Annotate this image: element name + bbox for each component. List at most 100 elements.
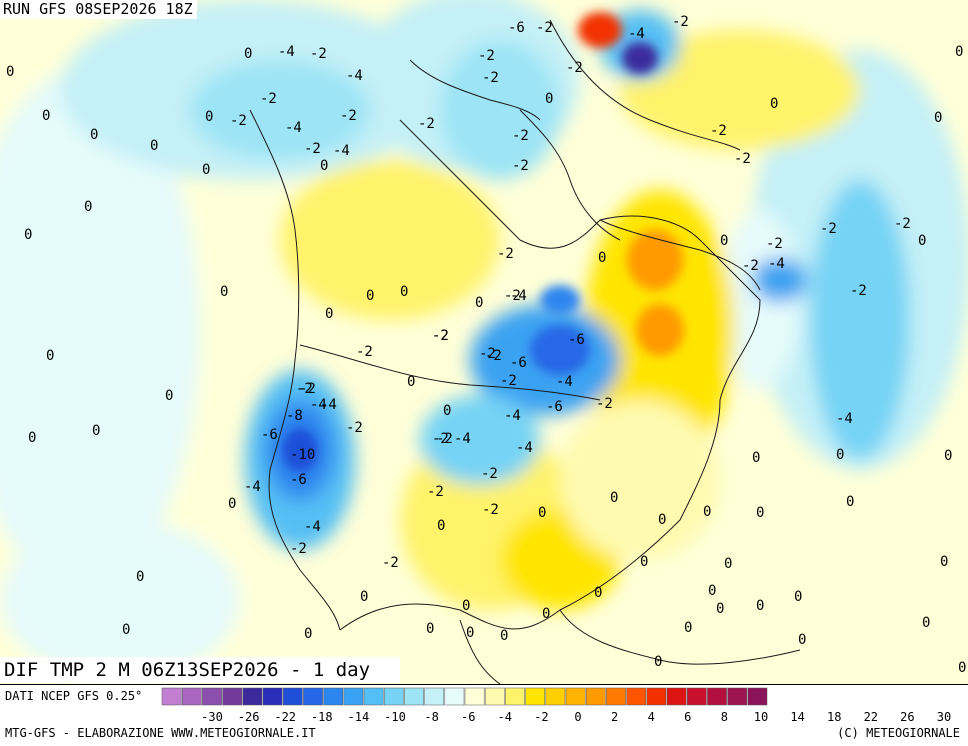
contour-label: -2 xyxy=(482,70,499,86)
legend-label: -4 xyxy=(498,710,512,724)
contour-label: -4 xyxy=(285,120,302,136)
contour-label: -4 xyxy=(346,68,363,84)
contour-label: 0 xyxy=(770,96,778,112)
legend-label: -10 xyxy=(384,710,406,724)
legend-label: -18 xyxy=(311,710,333,724)
contour-label: -2 xyxy=(290,541,307,557)
contour-label: 0 xyxy=(6,64,14,80)
contour-label: 0 xyxy=(716,601,724,617)
contour-label: 0 xyxy=(437,518,445,534)
contour-label: -2 xyxy=(296,381,313,397)
legend-swatch xyxy=(222,687,243,706)
credit-left: MTG-GFS - ELABORAZIONE WWW.METEOGIORNALE… xyxy=(5,726,316,740)
contour-label: -2 xyxy=(304,141,321,157)
contour-label: 0 xyxy=(720,233,728,249)
contour-label: -2 xyxy=(346,420,363,436)
legend-swatch xyxy=(686,687,707,706)
legend-label: 10 xyxy=(754,710,768,724)
contour-label: -4 xyxy=(628,26,645,42)
footer: -30 -26 -22 -18 -14 -10 -8 -6 -4 -2 0 2 4 6 8 10 14 18 22 2… xyxy=(0,684,968,746)
contour-label: -2 xyxy=(356,344,373,360)
contour-label: 0 xyxy=(426,621,434,637)
legend-swatch xyxy=(707,687,727,706)
contour-label: 0 xyxy=(846,494,854,510)
contour-label: -2 xyxy=(766,236,783,252)
contour-label: -2 xyxy=(481,466,498,482)
contour-label: -2 xyxy=(894,216,911,232)
contour-label: 0 xyxy=(940,554,948,570)
contour-label: -2 xyxy=(478,48,495,64)
contour-label: 0 xyxy=(42,108,50,124)
legend-swatch xyxy=(363,687,384,706)
legend-label: -6 xyxy=(461,710,475,724)
contour-label: 0 xyxy=(934,110,942,126)
legend-swatch xyxy=(202,687,222,706)
contour-label: 0 xyxy=(228,496,236,512)
color-legend: -30 -26 -22 -18 -14 -10 -8 -6 -4 -2 0 2 4 6 8 10 14 18 22 2… xyxy=(161,687,951,724)
map-title: DIF TMP 2 M 06Z13SEP2026 - 1 day xyxy=(0,657,401,683)
contour-label: 0 xyxy=(366,288,374,304)
contour-label: 0 xyxy=(708,583,716,599)
contour-label: 0 xyxy=(475,295,483,311)
legend-swatch xyxy=(585,687,606,706)
legend-label: 8 xyxy=(721,710,728,724)
contour-label: 0 xyxy=(165,388,173,404)
contour-label: 0 xyxy=(304,626,312,642)
contour-label: -10 xyxy=(290,447,315,463)
legend-swatch xyxy=(525,687,546,706)
contour-label: 0 xyxy=(443,403,451,419)
contour-label: -4 xyxy=(333,143,350,159)
contour-label: 0 xyxy=(610,490,618,506)
legend-swatch xyxy=(262,687,283,706)
contour-label: 0 xyxy=(244,46,252,62)
contour-label: -4 xyxy=(278,44,295,60)
contour-label: 0 xyxy=(46,348,54,364)
legend-swatch xyxy=(181,687,202,706)
contour-label: -2 xyxy=(734,151,751,167)
contour-label: 0 xyxy=(640,554,648,570)
legend-swatch xyxy=(545,687,566,706)
legend-label: 14 xyxy=(790,710,804,724)
contour-label: -2 xyxy=(512,128,529,144)
contour-label: -2 xyxy=(432,328,449,344)
contour-label: -2 xyxy=(260,91,277,107)
contour-label: 0 xyxy=(794,589,802,605)
contour-label: -4 xyxy=(556,374,573,390)
contour-label: 0 xyxy=(752,450,760,466)
contour-label: 0 xyxy=(545,91,553,107)
contour-label: -6 xyxy=(261,427,278,443)
contour-label: -2 xyxy=(485,348,502,364)
contour-label: -2 xyxy=(596,396,613,412)
contour-label: -6 xyxy=(546,399,563,415)
contour-label: -4 xyxy=(320,397,337,413)
contour-label: -2 xyxy=(710,123,727,139)
legend-label: -8 xyxy=(424,710,438,724)
contour-label: -2 xyxy=(820,221,837,237)
contour-label: -6 xyxy=(510,355,527,371)
contour-label: 0 xyxy=(836,447,844,463)
contour-label: -2 xyxy=(382,555,399,571)
contour-label: 0 xyxy=(202,162,210,178)
legend-label: 30 xyxy=(937,710,951,724)
contour-label: -2 xyxy=(482,502,499,518)
contour-label: -2 xyxy=(479,346,496,362)
contour-label: 0 xyxy=(703,504,711,520)
contour-label: 0 xyxy=(724,556,732,572)
legend-swatch xyxy=(303,687,323,706)
data-source: DATI NCEP GFS 0.25° xyxy=(5,689,143,703)
contour-label: -4 xyxy=(304,519,321,535)
contour-label: 0 xyxy=(654,654,662,670)
contour-labels: -6 -2 -2 -4 -2 0 -4 -2 -2 0 -2 0 -2 0 -4… xyxy=(6,14,966,676)
legend-swatch xyxy=(424,687,445,706)
contour-label: 0 xyxy=(958,660,966,676)
contour-label: 0 xyxy=(955,44,963,60)
contour-label: 0 xyxy=(220,284,228,300)
contour-label: -2 xyxy=(432,328,449,344)
legend-label: -2 xyxy=(534,710,548,724)
contour-label: 0 xyxy=(205,109,213,125)
legend-swatch xyxy=(282,687,303,706)
contour-label: 0 xyxy=(150,138,158,154)
contour-label: -4 xyxy=(244,479,261,495)
anomaly-cores xyxy=(282,12,684,472)
contour-label: 0 xyxy=(542,606,550,622)
